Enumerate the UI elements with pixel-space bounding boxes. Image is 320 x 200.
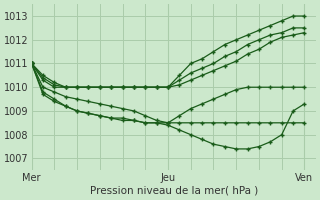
X-axis label: Pression niveau de la mer( hPa ): Pression niveau de la mer( hPa ) — [90, 186, 258, 196]
